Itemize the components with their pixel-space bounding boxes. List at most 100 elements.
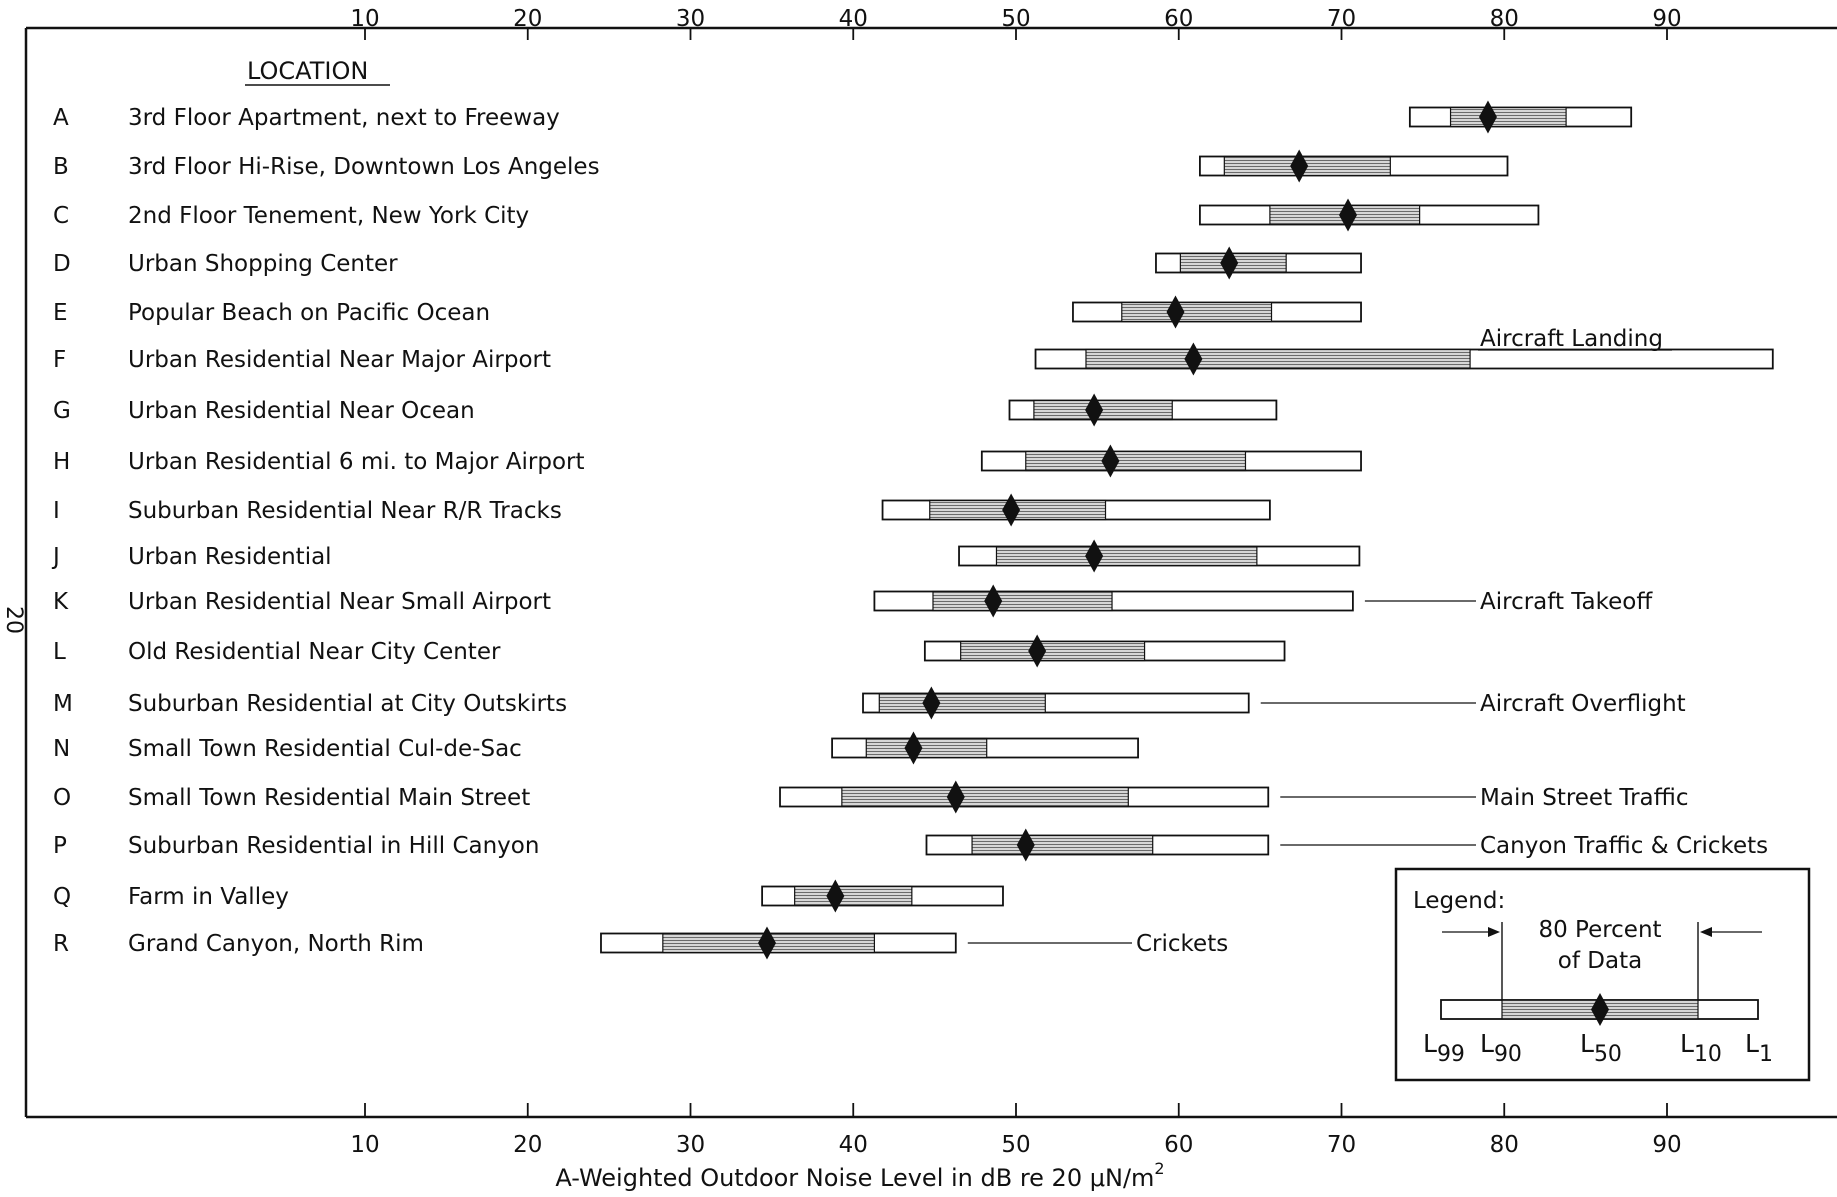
location-row-b: B 3rd Floor Hi-Rise, Downtown Los Angeles — [53, 149, 1509, 183]
location-name-f: Urban Residential Near Major Airport — [128, 347, 551, 373]
central-bar-n — [865, 737, 988, 759]
location-name-q: Farm in Valley — [128, 884, 289, 910]
location-name-d: Urban Shopping Center — [128, 251, 398, 277]
location-row-k: K Urban Residential Near Small Airport Air… — [53, 584, 1653, 618]
legend-label-l10-base: L — [1680, 1029, 1694, 1058]
location-letter-l: L — [53, 639, 66, 665]
median-marker-k — [984, 584, 1003, 618]
bottom-tick-label-50: 50 — [1001, 1132, 1030, 1158]
central-bar-q — [794, 885, 913, 907]
side-mark: 20 — [1, 606, 26, 634]
top-tick-label-40: 40 — [839, 6, 868, 32]
location-letter-p: P — [53, 833, 67, 859]
location-row-r: R Grand Canyon, North Rim Crickets — [53, 926, 1228, 960]
annotation-f: Aircraft Landing — [1480, 326, 1663, 352]
median-marker-i — [1002, 493, 1021, 527]
legend-label-l90: L90 — [1480, 1029, 1522, 1067]
legend-label-l99-base: L — [1423, 1029, 1437, 1058]
top-tick-label-50: 50 — [1001, 6, 1030, 32]
location-letter-f: F — [53, 347, 66, 373]
location-letter-g: G — [53, 398, 71, 424]
location-name-b: 3rd Floor Hi-Rise, Downtown Los Angeles — [128, 154, 600, 180]
bottom-tick-label-60: 60 — [1164, 1132, 1193, 1158]
top-tick-label-20: 20 — [513, 6, 542, 32]
location-letter-e: E — [53, 300, 68, 326]
median-marker-a — [1478, 100, 1497, 134]
bottom-tick-label-80: 80 — [1490, 1132, 1519, 1158]
location-letter-b: B — [53, 154, 69, 180]
median-marker-o — [946, 780, 965, 814]
location-letter-j: J — [51, 544, 60, 570]
legend-arrow-right-head — [1700, 927, 1712, 937]
location-row-f: F Urban Residential Near Major Airport Air… — [53, 326, 1774, 376]
legend-label-l1-base: L — [1745, 1029, 1759, 1058]
top-tick-label-10: 10 — [350, 6, 379, 32]
median-marker-r — [757, 926, 776, 960]
location-name-c: 2nd Floor Tenement, New York City — [128, 203, 529, 229]
location-letter-n: N — [53, 736, 70, 762]
median-marker-n — [904, 731, 923, 765]
median-marker-m — [922, 686, 941, 720]
median-marker-j — [1085, 539, 1104, 573]
location-name-l: Old Residential Near City Center — [128, 639, 501, 665]
top-tick-label-90: 90 — [1652, 6, 1681, 32]
central-bar-a — [1449, 106, 1567, 128]
x-axis-label-text: A-Weighted Outdoor Noise Level in dB re … — [555, 1164, 1154, 1192]
location-letter-h: H — [53, 449, 70, 475]
legend-label-l1: L1 — [1745, 1029, 1773, 1067]
bottom-tick-label-30: 30 — [676, 1132, 705, 1158]
location-letter-m: M — [53, 691, 73, 717]
location-letter-c: C — [53, 203, 69, 229]
annotation-p: Canyon Traffic & Crickets — [1480, 833, 1768, 859]
location-name-r: Grand Canyon, North Rim — [128, 931, 424, 957]
central-bar-e — [1121, 301, 1273, 323]
central-bar-k — [932, 590, 1113, 612]
median-marker-d — [1220, 246, 1239, 280]
legend-label-l99-sub: 99 — [1437, 1042, 1465, 1067]
location-name-o: Small Town Residential Main Street — [128, 785, 530, 811]
legend-arrow-left-head — [1488, 927, 1500, 937]
annotation-m: Aircraft Overflight — [1480, 691, 1686, 717]
legend-label-l10: L10 — [1680, 1029, 1722, 1067]
central-bar-f — [1085, 348, 1471, 370]
location-row-m: M Suburban Residential at City Outskirts A… — [53, 686, 1686, 720]
annotation-r: Crickets — [1136, 931, 1228, 957]
annotation-o: Main Street Traffic — [1480, 785, 1689, 811]
location-row-h: H Urban Residential 6 mi. to Major Airpor… — [53, 444, 1362, 478]
central-bar-p — [971, 834, 1154, 856]
legend: Legend: 80 Percent of Data L99 L90 L50 L… — [1394, 867, 1811, 1082]
location-row-g: G Urban Residential Near Ocean — [53, 393, 1278, 427]
location-row-d: D Urban Shopping Center — [53, 246, 1362, 280]
location-letter-k: K — [53, 589, 69, 615]
location-name-m: Suburban Residential at City Outskirts — [128, 691, 567, 717]
location-row-o: O Small Town Residential Main Street Main … — [53, 780, 1689, 814]
location-row-e: E Popular Beach on Pacific Ocean — [53, 295, 1362, 329]
location-name-e: Popular Beach on Pacific Ocean — [128, 300, 490, 326]
median-marker-p — [1016, 828, 1035, 862]
location-name-i: Suburban Residential Near R/R Tracks — [128, 498, 562, 524]
location-rows: A 3rd Floor Apartment, next to Freeway B 3r… — [51, 100, 1774, 960]
median-marker-e — [1166, 295, 1185, 329]
top-tick-label-60: 60 — [1164, 6, 1193, 32]
location-name-h: Urban Residential 6 mi. to Major Airport — [128, 449, 585, 475]
top-tick-label-30: 30 — [676, 6, 705, 32]
legend-box — [1394, 867, 1811, 1082]
legend-caption-line2: of Data — [1558, 948, 1642, 974]
legend-label-l1-sub: 1 — [1759, 1042, 1773, 1067]
central-bar-l — [960, 640, 1146, 662]
top-tick-label-70: 70 — [1327, 6, 1356, 32]
legend-label-l99: L99 — [1423, 1029, 1465, 1067]
legend-caption-line1: 80 Percent — [1538, 917, 1661, 943]
median-marker-f — [1184, 342, 1203, 376]
location-letter-d: D — [53, 251, 71, 277]
median-marker-q — [826, 879, 845, 913]
location-letter-i: I — [53, 498, 60, 524]
location-letter-o: O — [53, 785, 71, 811]
location-row-c: C 2nd Floor Tenement, New York City — [53, 198, 1540, 232]
top-tick-label-80: 80 — [1490, 6, 1519, 32]
bottom-tick-label-10: 10 — [350, 1132, 379, 1158]
annotation-k: Aircraft Takeoff — [1480, 589, 1653, 615]
legend-label-l50-base: L — [1580, 1029, 1594, 1058]
